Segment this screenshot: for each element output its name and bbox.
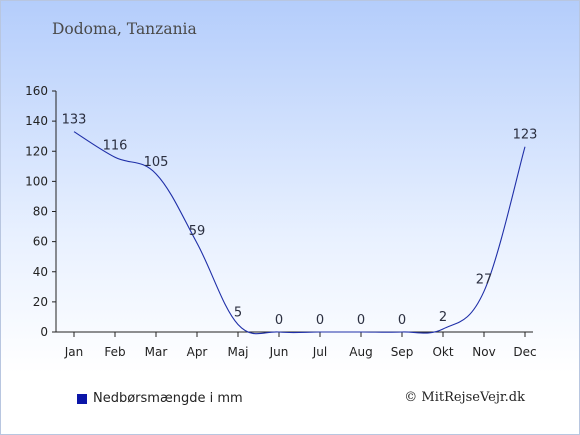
data-label: 105 bbox=[144, 155, 169, 170]
legend-label: Nedbørsmængde i mm bbox=[93, 391, 243, 406]
data-label: 133 bbox=[62, 113, 87, 128]
y-tick-label: 100 bbox=[25, 174, 48, 188]
y-tick-label: 40 bbox=[33, 265, 48, 279]
chart-title: Dodoma, Tanzania bbox=[52, 20, 197, 38]
y-tick-label: 120 bbox=[25, 144, 48, 158]
data-label: 59 bbox=[189, 224, 206, 239]
data-label: 0 bbox=[398, 313, 406, 328]
x-tick-label: Jun bbox=[269, 345, 289, 359]
data-label: 5 bbox=[234, 305, 242, 320]
y-tick-label: 160 bbox=[25, 84, 48, 98]
y-tick-label: 60 bbox=[33, 235, 48, 249]
y-tick-label: 140 bbox=[25, 114, 48, 128]
y-tick-label: 80 bbox=[33, 205, 48, 219]
data-label: 2 bbox=[439, 310, 447, 325]
data-label: 123 bbox=[513, 128, 538, 143]
x-tick-label: Nov bbox=[472, 345, 495, 359]
x-tick-label: Mar bbox=[145, 345, 168, 359]
x-tick-label: Dec bbox=[513, 345, 536, 359]
data-label: 116 bbox=[103, 138, 128, 153]
data-label: 0 bbox=[316, 313, 324, 328]
legend: Nedbørsmængde i mm bbox=[77, 391, 243, 406]
legend-swatch bbox=[77, 393, 87, 404]
x-tick-label: Jul bbox=[312, 345, 327, 359]
x-tick-label: Okt bbox=[432, 345, 453, 359]
x-tick-label: Feb bbox=[104, 345, 125, 359]
data-label: 0 bbox=[357, 313, 365, 328]
data-label: 27 bbox=[476, 272, 493, 287]
series-layer: 133 116 105 59 5 0 0 0 0 2 27 123 bbox=[62, 113, 538, 335]
series-line bbox=[73, 131, 526, 335]
x-tick-label: Jan bbox=[64, 345, 84, 359]
copyright-text: © MitRejseVejr.dk bbox=[404, 390, 525, 405]
x-tick-label: Apr bbox=[187, 345, 208, 359]
x-tick-label: Aug bbox=[349, 345, 372, 359]
x-tick-label: Sep bbox=[391, 345, 414, 359]
x-tick-label: Maj bbox=[227, 345, 248, 359]
y-tick-label: 20 bbox=[33, 295, 48, 309]
y-tick-label: 0 bbox=[40, 325, 48, 339]
data-label: 0 bbox=[275, 313, 283, 328]
